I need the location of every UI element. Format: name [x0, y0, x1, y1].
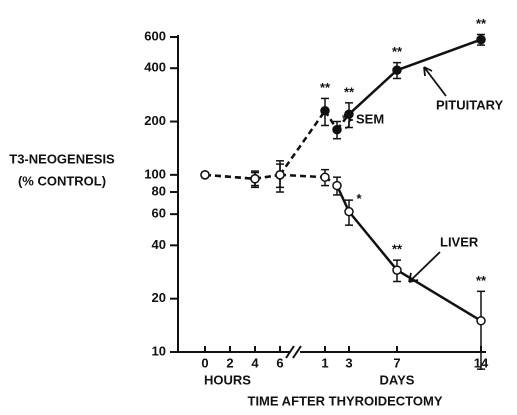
y-tick-label: 100 [144, 166, 166, 181]
line-segment [278, 110, 327, 176]
x-tick-label: 3 [345, 355, 352, 370]
significance: ** [476, 16, 487, 31]
series-label: PITUITARY [436, 97, 503, 112]
y-tick-label: 200 [144, 113, 166, 128]
x-tick-label: 7 [393, 355, 400, 370]
error-label: SEM [356, 111, 384, 126]
y-tick-label: 20 [152, 290, 166, 305]
line-segment [348, 69, 398, 116]
significance: ** [392, 44, 403, 59]
arrow [408, 251, 441, 283]
y-tick-label: 10 [152, 343, 166, 358]
series-label: LIVER [440, 234, 479, 249]
marker [344, 206, 354, 217]
marker [344, 109, 354, 119]
marker [320, 106, 330, 116]
marker [275, 170, 285, 180]
marker [200, 170, 210, 180]
line-segment [204, 173, 256, 181]
x-tick-label: 6 [276, 355, 283, 370]
significance: ** [392, 242, 403, 257]
significance: ** [476, 273, 487, 288]
line-segment [396, 38, 482, 72]
line-segment [348, 210, 398, 271]
x-axis-label: HOURS [204, 372, 251, 387]
line-segment [279, 173, 326, 179]
y-tick-label: 40 [152, 237, 166, 252]
x-tick-label: 0 [201, 355, 208, 370]
x-tick-label: 1 [321, 355, 328, 370]
y-tick-label: 80 [152, 183, 166, 198]
line-segment [335, 185, 351, 213]
marker [250, 174, 260, 184]
x-title: TIME AFTER THYROIDECTOMY [248, 393, 443, 408]
y-tick-label: 600 [144, 28, 166, 43]
marker [392, 265, 402, 275]
marker [332, 124, 342, 135]
marker [392, 65, 402, 75]
x-tick-label: 2 [226, 355, 233, 370]
y-label: T3-NEOGENESIS [9, 151, 115, 166]
y-tick-label: 400 [144, 60, 166, 75]
significance: ** [320, 80, 331, 95]
marker [476, 316, 486, 326]
significance: ** [344, 84, 355, 99]
axis-break [285, 345, 302, 359]
significance: * [356, 191, 362, 206]
marker [332, 180, 342, 191]
y-tick-label: 60 [152, 206, 166, 221]
x-tick-label: 4 [251, 355, 259, 370]
y-label: (% CONTROL) [18, 173, 106, 188]
arrow [423, 66, 447, 97]
marker [476, 34, 486, 45]
x-axis-label: DAYS [380, 372, 415, 387]
marker [320, 172, 330, 182]
line-segment [396, 269, 482, 322]
